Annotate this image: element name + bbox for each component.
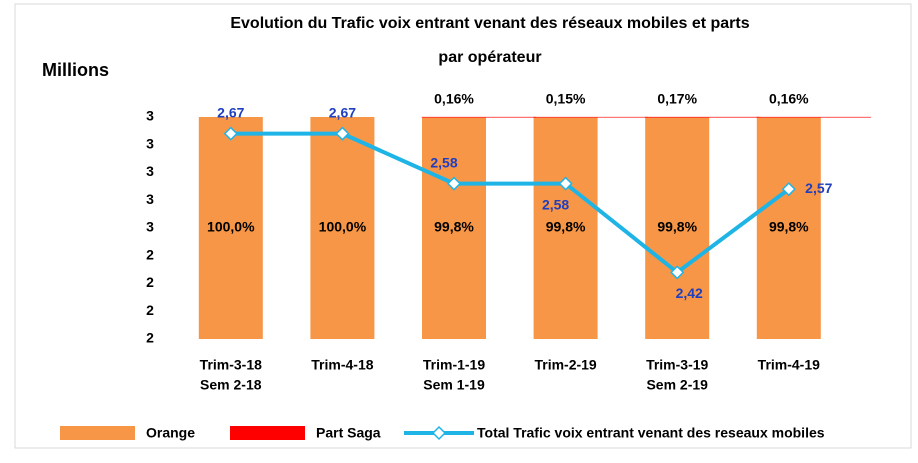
data-label: 0,17%	[657, 91, 697, 107]
legend-swatch	[60, 426, 135, 440]
legend-label: Total Trafic voix entrant venant des res…	[477, 425, 825, 441]
bar-segment	[310, 117, 375, 339]
y-tick-label: 3	[146, 191, 154, 207]
data-label: 99,8%	[657, 219, 697, 235]
data-label: 2,58	[542, 196, 569, 212]
legend-swatch	[230, 426, 305, 440]
line-marker	[223, 126, 238, 141]
y-tick-label: 3	[146, 163, 154, 179]
data-label: 0,16%	[434, 91, 474, 107]
data-label: 0,16%	[769, 91, 809, 107]
x-tick-label: Sem 1-19	[423, 377, 485, 393]
x-tick-label: Trim-4-19	[758, 357, 820, 373]
line-marker	[670, 265, 685, 280]
legend-label: Part Saga	[316, 425, 381, 441]
x-tick-label: Sem 2-19	[646, 377, 708, 393]
y-tick-label: 2	[146, 330, 154, 346]
data-label: 2,67	[329, 104, 356, 120]
x-tick-label: Trim-2-19	[534, 357, 596, 373]
data-label: 100,0%	[207, 219, 255, 235]
line-marker	[335, 126, 350, 141]
y-tick-label: 2	[146, 246, 154, 262]
data-label: 100,0%	[319, 219, 367, 235]
y-tick-label: 2	[146, 274, 154, 290]
line-marker	[781, 182, 796, 197]
data-label: 2,57	[805, 180, 832, 196]
bar-segment	[756, 117, 821, 339]
data-label: 99,8%	[769, 219, 809, 235]
bar-segment	[422, 117, 486, 339]
data-label: 0,15%	[546, 91, 586, 107]
y-tick-label: 3	[146, 219, 154, 235]
bar-segment	[645, 117, 710, 339]
legend-label: Orange	[146, 425, 195, 441]
line	[230, 131, 790, 275]
line-marker	[446, 176, 462, 191]
y-tick-label: 2	[146, 302, 154, 318]
bar-segment	[198, 117, 263, 339]
bar-segment	[533, 117, 598, 339]
chart-title: Evolution du Trafic voix entrant venant …	[230, 15, 749, 32]
data-label: 2,42	[676, 285, 703, 301]
x-tick-label: Trim-4-18	[311, 357, 373, 373]
legend-marker	[431, 425, 447, 441]
data-label: 99,8%	[546, 219, 586, 235]
x-tick-label: Trim-3-18	[200, 357, 262, 373]
data-label: 2,58	[430, 154, 457, 170]
chart-title: par opérateur	[438, 49, 541, 66]
y-tick-label: 3	[146, 135, 154, 151]
data-label: 99,8%	[434, 219, 474, 235]
x-tick-label: Sem 2-18	[200, 377, 262, 393]
data-label: 2,67	[217, 104, 244, 120]
x-tick-label: Trim-1-19	[423, 357, 485, 373]
x-tick-label: Trim-3-19	[646, 357, 708, 373]
y-axis-label: Millions	[42, 60, 109, 80]
line-marker	[558, 176, 573, 191]
y-tick-label: 3	[146, 108, 154, 124]
